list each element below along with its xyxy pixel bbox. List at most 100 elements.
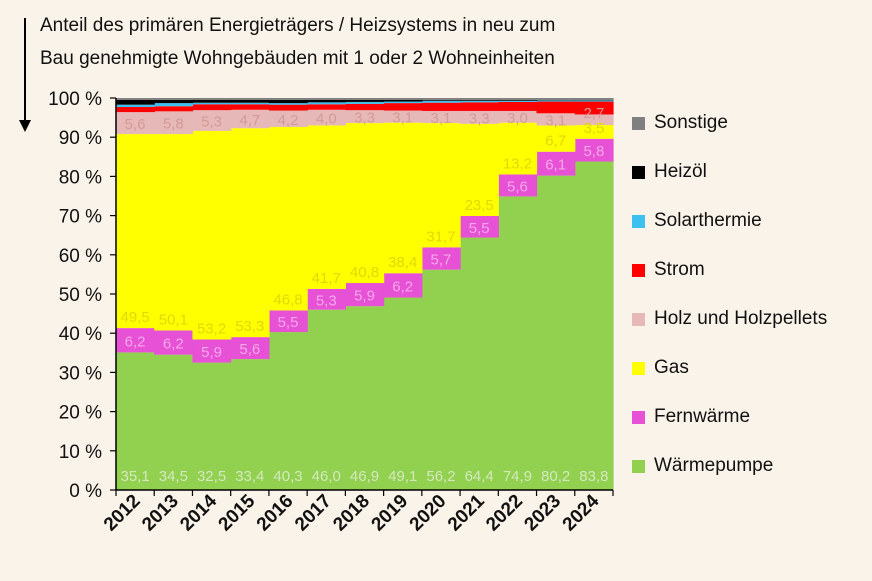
legend-label: Sonstige (654, 112, 728, 133)
data-label: 5,6 (239, 341, 260, 358)
y-tick-label: 80 % (59, 167, 102, 188)
bar-gas-2012 (116, 134, 155, 329)
bar-heizöl-2018 (345, 99, 385, 102)
data-label: 3,1 (431, 110, 452, 127)
bar-fernwärme-2013 (154, 330, 194, 355)
data-label: 46,0 (312, 468, 341, 485)
bar-strom-2013 (154, 106, 194, 112)
bar-sonstige-2021 (460, 98, 499, 100)
data-label: 49,1 (388, 468, 417, 485)
legend-item: Solarthermie (632, 210, 762, 232)
data-label: 3,3 (469, 110, 490, 127)
x-tick-label: 2014 (176, 490, 221, 535)
bar-holz-und-holzpellets-2019 (383, 110, 423, 123)
x-tick-label: 2023 (520, 491, 565, 536)
bar-holz-und-holzpellets-2022 (498, 110, 538, 123)
data-label: 5,8 (583, 143, 604, 160)
data-label: 3,5 (583, 120, 604, 137)
data-label: 56,2 (426, 468, 455, 485)
data-label: 31,7 (426, 228, 455, 245)
data-label: 6,2 (125, 333, 146, 350)
data-label: 38,4 (388, 254, 417, 271)
bar-strom-2017 (307, 104, 346, 110)
data-label: 5,3 (316, 292, 337, 309)
data-label: 5,8 (163, 116, 184, 133)
bar-sonstige-2024 (574, 98, 614, 100)
legend-item: Heizöl (632, 161, 707, 183)
bar-sonstige-2020 (421, 98, 461, 100)
bar-heizöl-2019 (383, 99, 423, 102)
data-label: 3,1 (545, 112, 566, 129)
data-label: 4,2 (278, 112, 299, 129)
legend-label: Gas (654, 357, 689, 378)
bar-solarthermie-2016 (268, 103, 308, 105)
data-label: 5,6 (125, 116, 146, 133)
bar-strom-2023 (536, 101, 576, 114)
bar-sonstige-2017 (307, 98, 346, 100)
data-label: 32,5 (197, 468, 226, 485)
bar-fernwärme-2014 (192, 339, 232, 363)
bar-strom-2015 (230, 104, 270, 110)
bar-strom-2014 (192, 104, 232, 111)
data-label: 40,3 (273, 468, 302, 485)
x-tick-label: 2013 (138, 491, 183, 536)
bar-fernwärme-2012 (116, 328, 155, 353)
bar-wärmepumpe-2016 (268, 332, 308, 490)
bar-strom-2022 (498, 101, 538, 111)
bar-strom-2019 (383, 103, 423, 111)
bar-gas-2017 (307, 125, 346, 289)
bar-solarthermie-2020 (421, 100, 461, 103)
bar-wärmepumpe-2014 (192, 362, 232, 490)
bar-solarthermie-2012 (116, 104, 155, 108)
data-label: 4,0 (316, 111, 337, 128)
bar-gas-2015 (230, 128, 270, 338)
bar-strom-2024 (574, 101, 614, 115)
legend-item: Wärmepumpe (632, 455, 773, 477)
data-label: 46,9 (350, 468, 379, 485)
bar-fernwärme-2018 (345, 283, 385, 307)
data-label: 6,2 (392, 278, 413, 295)
legend-swatch (632, 214, 645, 228)
data-label: 35,1 (121, 468, 150, 485)
bar-fernwärme-2024 (574, 138, 614, 162)
bar-sonstige-2016 (268, 98, 308, 100)
y-tick-label: 70 % (59, 207, 102, 228)
bar-heizöl-2013 (154, 99, 194, 104)
y-tick-label: 10 % (59, 442, 102, 463)
bar-sonstige-2022 (498, 98, 538, 100)
bar-fernwärme-2017 (307, 288, 346, 310)
x-tick-label: 2020 (406, 491, 451, 536)
bar-wärmepumpe-2018 (345, 306, 385, 490)
bar-wärmepumpe-2022 (498, 196, 538, 490)
data-label: 64,4 (465, 468, 494, 485)
data-label: 6,2 (163, 336, 184, 353)
bar-strom-2016 (268, 104, 308, 111)
bar-wärmepumpe-2024 (574, 161, 614, 490)
data-label: 5,7 (431, 252, 452, 269)
bar-solarthermie-2023 (536, 100, 576, 102)
legend-label: Heizöl (654, 161, 707, 182)
bar-solarthermie-2022 (498, 100, 538, 102)
legend-item: Strom (632, 259, 705, 281)
data-label: 5,3 (201, 114, 222, 131)
bar-wärmepumpe-2020 (421, 269, 461, 490)
bar-heizöl-2021 (460, 99, 499, 101)
x-tick-label: 2021 (444, 490, 489, 535)
bar-holz-und-holzpellets-2021 (460, 110, 499, 124)
x-tick-label: 2019 (368, 491, 413, 536)
data-label: 80,2 (541, 468, 570, 485)
legend-label: Strom (654, 259, 705, 280)
data-label: 5,6 (507, 178, 528, 195)
bar-solarthermie-2019 (383, 101, 423, 104)
y-tick-label: 30 % (59, 363, 102, 384)
bar-heizöl-2014 (192, 99, 232, 103)
x-tick-label: 2015 (215, 490, 260, 535)
bar-heizöl-2015 (230, 99, 270, 103)
data-label: 5,9 (201, 344, 222, 361)
bar-gas-2019 (383, 122, 423, 274)
arrow-head-icon (19, 120, 31, 132)
legend-swatch (632, 361, 645, 375)
bar-fernwärme-2020 (421, 247, 461, 270)
bar-wärmepumpe-2012 (116, 352, 155, 490)
